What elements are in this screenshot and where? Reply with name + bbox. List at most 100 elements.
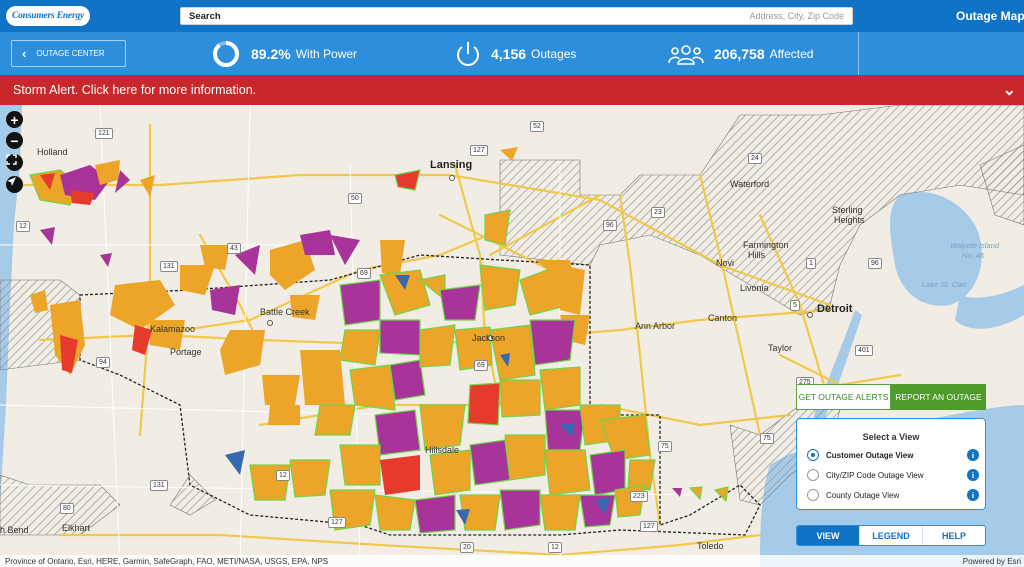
route-shield: 223 (630, 491, 648, 502)
zoom-out-button[interactable]: − (6, 132, 23, 149)
search-input[interactable]: Search Address, City, Zip Code (180, 7, 853, 25)
map-label-canton: Canton (708, 313, 738, 323)
info-icon[interactable]: i (967, 469, 979, 481)
route-shield: 23 (651, 207, 665, 218)
outage-center-label: OUTAGE CENTER (36, 49, 105, 58)
route-shield: 20 (460, 542, 474, 553)
select-view-title: Select a View (862, 432, 920, 442)
tab-help[interactable]: HELP (922, 526, 985, 545)
search-label: Search (189, 10, 221, 22)
route-shield: 12 (548, 542, 562, 553)
power-percent: 89.2% (251, 45, 291, 62)
route-shield: 121 (95, 128, 113, 139)
map-label-holland: Holland (37, 147, 68, 157)
map-label-taylor: Taylor (768, 343, 793, 353)
map-label-elkhart: Elkhart (62, 523, 91, 533)
map-label-livonia: Livonia (740, 283, 769, 293)
map-label-hills: Hills (748, 250, 765, 260)
route-shield: 12 (16, 221, 30, 232)
people-icon (668, 43, 704, 65)
map-label-walpole-no: No. 46 (962, 251, 985, 260)
lake-st-clair (890, 191, 982, 306)
route-shield: 127 (328, 517, 346, 528)
app-title: Outage Map (956, 9, 1024, 23)
chevron-down-icon[interactable]: ⌄ (1002, 82, 1016, 99)
report-outage-button[interactable]: REPORT AN OUTAGE (891, 384, 986, 410)
lake-st-clair-east (955, 285, 1024, 329)
route-shield: 75 (760, 433, 774, 444)
radio-selected-icon[interactable] (807, 449, 819, 461)
map-label-farmington: Farmington (743, 240, 789, 250)
view-option-label: City/ZIP Code Outage View (826, 470, 924, 480)
tab-view[interactable]: VIEW (797, 526, 859, 545)
route-shield: 50 (348, 193, 362, 204)
map-label-waterford: Waterford (730, 179, 770, 189)
map-label-toledo: Toledo (697, 541, 724, 551)
map-label-novi: Novi (716, 258, 735, 268)
info-icon[interactable]: i (967, 449, 979, 461)
map-attribution: Province of Ontario, Esri, HERE, Garmin,… (0, 555, 1024, 567)
locate-button[interactable] (6, 176, 23, 193)
radio-unselected-icon[interactable] (807, 489, 819, 501)
affected-stat: 206,758 Affected (668, 32, 813, 75)
map-label-south-bend: h Bend (0, 525, 29, 535)
get-outage-alerts-button[interactable]: GET OUTAGE ALERTS (796, 384, 891, 410)
header-bar: Consumers Energy Search Address, City, Z… (0, 0, 1024, 32)
service-area-boundary (79, 254, 761, 536)
power-label: With Power (295, 46, 358, 61)
navigation-arrow-icon (7, 177, 16, 186)
info-icon[interactable]: i (967, 489, 979, 501)
route-shield: 69 (357, 268, 371, 279)
affected-label: Affected (769, 46, 814, 61)
route-shield: 52 (530, 121, 544, 132)
map-label-lansing: Lansing (430, 159, 473, 171)
chevron-left-icon: ‹ (22, 46, 27, 61)
route-shield: 94 (96, 357, 110, 368)
view-option-city-zip[interactable]: City/ZIP Code Outage View (807, 469, 924, 481)
progress-ring-icon (211, 39, 241, 69)
brand-logo[interactable]: Consumers Energy (6, 6, 90, 26)
affected-count: 206,758 (714, 45, 765, 62)
local-roads (0, 105, 701, 566)
map-label-lake-st-clair: Lake St. Clair (922, 280, 968, 289)
route-shield: 401 (855, 345, 873, 356)
outages-label: Outages (531, 46, 577, 61)
storm-alert-banner[interactable]: Storm Alert. Click here for more informa… (0, 75, 1024, 105)
stats-divider (858, 32, 859, 75)
route-shield: 127 (470, 145, 488, 156)
route-shield: 127 (640, 521, 658, 532)
route-shield: 96 (868, 258, 882, 269)
select-view-panel: Select a View Customer Outage View i Cit… (796, 418, 986, 510)
outage-center-button[interactable]: ‹ OUTAGE CENTER (11, 40, 126, 67)
stats-bar: ‹ OUTAGE CENTER 89.2% With Power 4,156 O… (0, 32, 1024, 75)
map-label-walpole: Walpole Island (950, 241, 1000, 250)
fullscreen-button[interactable] (6, 154, 23, 171)
route-shield: 69 (474, 360, 488, 371)
tab-legend[interactable]: LEGEND (859, 526, 922, 545)
route-shield: 24 (748, 153, 762, 164)
fullscreen-icon (6, 154, 17, 165)
map-label-kalamazoo: Kalamazoo (150, 324, 196, 334)
map-label-heights: Heights (834, 215, 865, 225)
zoom-in-button[interactable]: + (6, 111, 23, 128)
map-label-ann-arbor: Ann Arbor (635, 321, 676, 331)
attribution-sources: Province of Ontario, Esri, HERE, Garmin,… (5, 556, 329, 566)
route-shield: 1 (806, 258, 816, 269)
map-label-hillsdale: Hillsdale (425, 445, 460, 455)
map-label-battle-creek: Battle Creek (260, 307, 310, 317)
route-shield: 96 (603, 220, 617, 231)
outages-count: 4,156 (491, 45, 527, 62)
panel-tabs: VIEW LEGEND HELP (796, 525, 986, 546)
map-label-detroit: Detroit (817, 303, 853, 315)
view-option-customer[interactable]: Customer Outage View (807, 449, 913, 461)
map-label-sterling: Sterling (832, 205, 863, 215)
route-shield: 12 (276, 470, 290, 481)
radio-unselected-icon[interactable] (807, 469, 819, 481)
powered-by-esri[interactable]: Powered by Esri (962, 556, 1021, 566)
route-shield: 5 (790, 300, 800, 311)
storm-alert-text: Storm Alert. Click here for more informa… (13, 83, 257, 97)
with-power-stat: 89.2% With Power (211, 32, 357, 75)
city-markers (267, 175, 813, 341)
view-option-label: County Outage View (826, 490, 900, 500)
view-option-county[interactable]: County Outage View (807, 489, 899, 501)
